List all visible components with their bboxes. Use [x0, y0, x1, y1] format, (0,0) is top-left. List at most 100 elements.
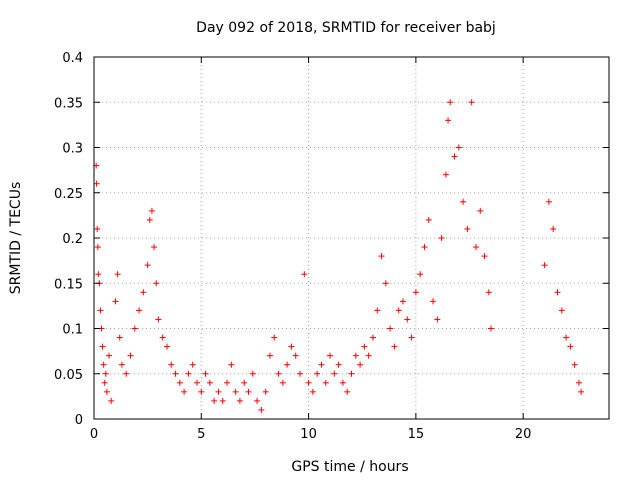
data-point: [365, 352, 372, 359]
data-point: [93, 180, 100, 187]
data-point: [189, 361, 196, 368]
data-point: [550, 225, 557, 232]
data-point: [258, 406, 265, 413]
data-point: [309, 388, 316, 395]
data-point: [168, 361, 175, 368]
data-point: [541, 262, 548, 269]
data-point: [357, 361, 364, 368]
data-point: [578, 388, 585, 395]
y-axis-ticks: 0 0.05 0.1 0.15 0.2 0.25 0.3 0.35 0.4: [54, 51, 609, 428]
data-point: [404, 316, 411, 323]
y-tick-label: 0.4: [62, 51, 83, 66]
data-point: [472, 244, 479, 251]
data-point: [464, 225, 471, 232]
data-point: [153, 280, 160, 287]
data-point: [331, 370, 338, 377]
data-point: [146, 216, 153, 223]
data-points: [93, 99, 585, 413]
data-point: [284, 361, 291, 368]
data-point: [481, 253, 488, 260]
data-point: [97, 307, 104, 314]
chart-title: Day 092 of 2018, SRMTID for receiver bab…: [196, 20, 496, 36]
x-axis-ticks: 0 5 10 15 20: [90, 57, 532, 442]
data-point: [292, 352, 299, 359]
data-point: [262, 388, 269, 395]
data-point: [245, 388, 252, 395]
data-point: [442, 171, 449, 178]
data-point: [118, 361, 125, 368]
data-point: [123, 370, 130, 377]
data-point: [460, 198, 467, 205]
data-point: [344, 388, 351, 395]
data-point: [445, 117, 452, 124]
data-point: [400, 298, 406, 305]
data-point: [95, 271, 102, 278]
data-point: [305, 379, 312, 386]
data-point: [151, 244, 158, 251]
y-tick-label: 0.1: [62, 323, 83, 338]
data-point: [485, 289, 492, 296]
y-tick-label: 0.35: [54, 96, 83, 111]
data-point: [322, 379, 329, 386]
y-tick-label: 0.2: [62, 232, 83, 247]
y-tick-label: 0.25: [54, 187, 83, 202]
data-point: [558, 307, 565, 314]
data-point: [136, 307, 143, 314]
data-point: [232, 388, 239, 395]
x-tick-label: 15: [408, 427, 425, 442]
data-point: [374, 307, 381, 314]
data-point: [348, 370, 355, 377]
data-point: [417, 271, 424, 278]
data-point: [202, 370, 209, 377]
data-point: [421, 244, 428, 251]
x-tick-label: 0: [90, 427, 98, 442]
y-tick-label: 0.3: [62, 142, 83, 157]
data-point: [477, 207, 484, 214]
data-point: [99, 343, 106, 350]
data-point: [219, 397, 226, 404]
data-point: [163, 343, 170, 350]
data-point: [271, 334, 278, 341]
data-point: [94, 244, 101, 251]
data-point: [563, 334, 570, 341]
x-axis-label: GPS time / hours: [291, 459, 408, 475]
data-point: [408, 334, 415, 341]
data-point: [215, 388, 222, 395]
data-point: [391, 343, 398, 350]
y-axis-label: SRMTID / TECUs: [8, 182, 24, 295]
data-point: [181, 388, 188, 395]
data-point: [352, 352, 359, 359]
data-point: [301, 271, 308, 278]
data-point: [114, 271, 121, 278]
data-point: [172, 370, 179, 377]
data-point: [468, 99, 475, 106]
data-point: [575, 379, 582, 386]
data-point: [545, 198, 552, 205]
y-tick-label: 0.05: [54, 368, 83, 383]
x-tick-label: 20: [515, 427, 532, 442]
data-point: [369, 334, 376, 341]
data-point: [228, 361, 235, 368]
data-point: [100, 361, 107, 368]
data-point: [106, 352, 113, 359]
data-point: [412, 289, 419, 296]
data-point: [108, 397, 115, 404]
data-point: [236, 397, 243, 404]
data-point: [567, 343, 574, 350]
data-point: [249, 370, 256, 377]
data-point: [101, 379, 108, 386]
data-point: [314, 370, 321, 377]
data-point: [447, 99, 454, 106]
data-point: [430, 298, 437, 305]
data-point: [206, 379, 213, 386]
data-point: [112, 298, 119, 305]
data-point: [198, 388, 205, 395]
data-point: [148, 207, 155, 214]
data-point: [155, 316, 162, 323]
data-point: [94, 225, 101, 232]
data-point: [455, 144, 462, 151]
grid-lines: [94, 57, 609, 419]
data-point: [451, 153, 458, 160]
data-point: [241, 379, 248, 386]
data-point: [434, 316, 441, 323]
